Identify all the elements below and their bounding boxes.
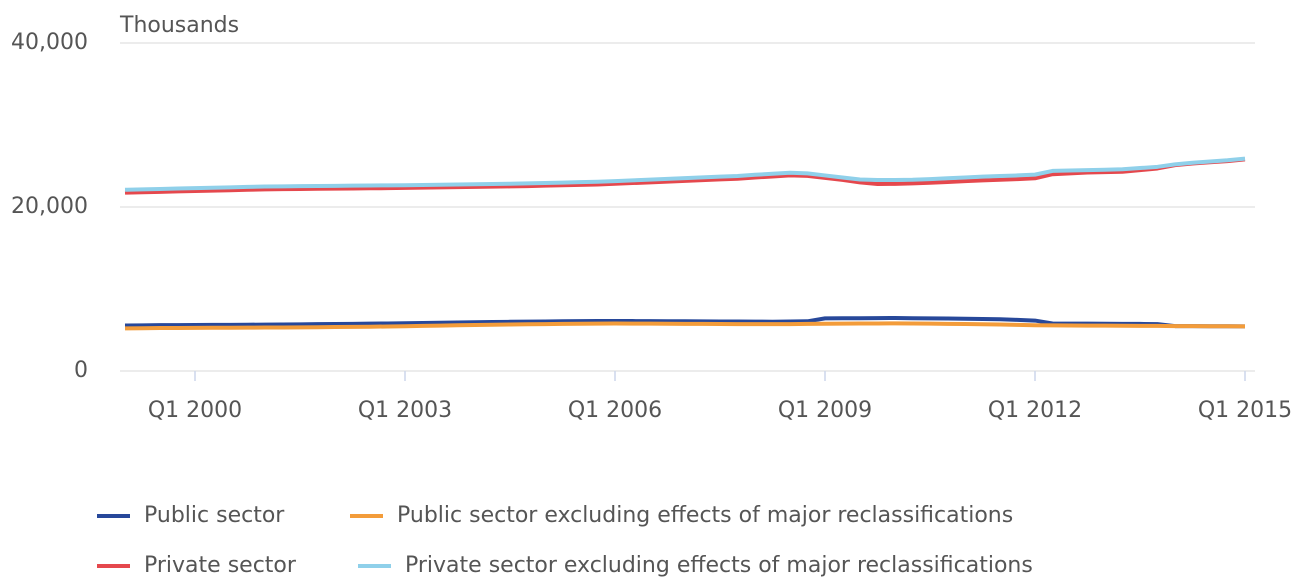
y-tick-label: 0: [74, 358, 88, 383]
legend-label: Public sector: [144, 503, 285, 528]
y-axis-label: Thousands: [119, 13, 239, 38]
legend-label: Private sector: [144, 553, 297, 578]
legend-label: Private sector excluding effects of majo…: [405, 553, 1033, 578]
x-tick-label: Q1 2000: [148, 398, 242, 423]
legend-label: Public sector excluding effects of major…: [397, 503, 1013, 528]
x-tick-label: Q1 2003: [358, 398, 452, 423]
series-line: [124, 321, 1246, 331]
y-tick-label: 40,000: [11, 30, 88, 55]
series-line: [124, 156, 1246, 192]
series-line: [124, 157, 1246, 195]
x-tick-label: Q1 2006: [568, 398, 662, 423]
x-tick-label: Q1 2015: [1198, 398, 1292, 423]
y-tick-label: 20,000: [11, 194, 88, 219]
x-tick-label: Q1 2012: [988, 398, 1082, 423]
x-tick-label: Q1 2009: [778, 398, 872, 423]
